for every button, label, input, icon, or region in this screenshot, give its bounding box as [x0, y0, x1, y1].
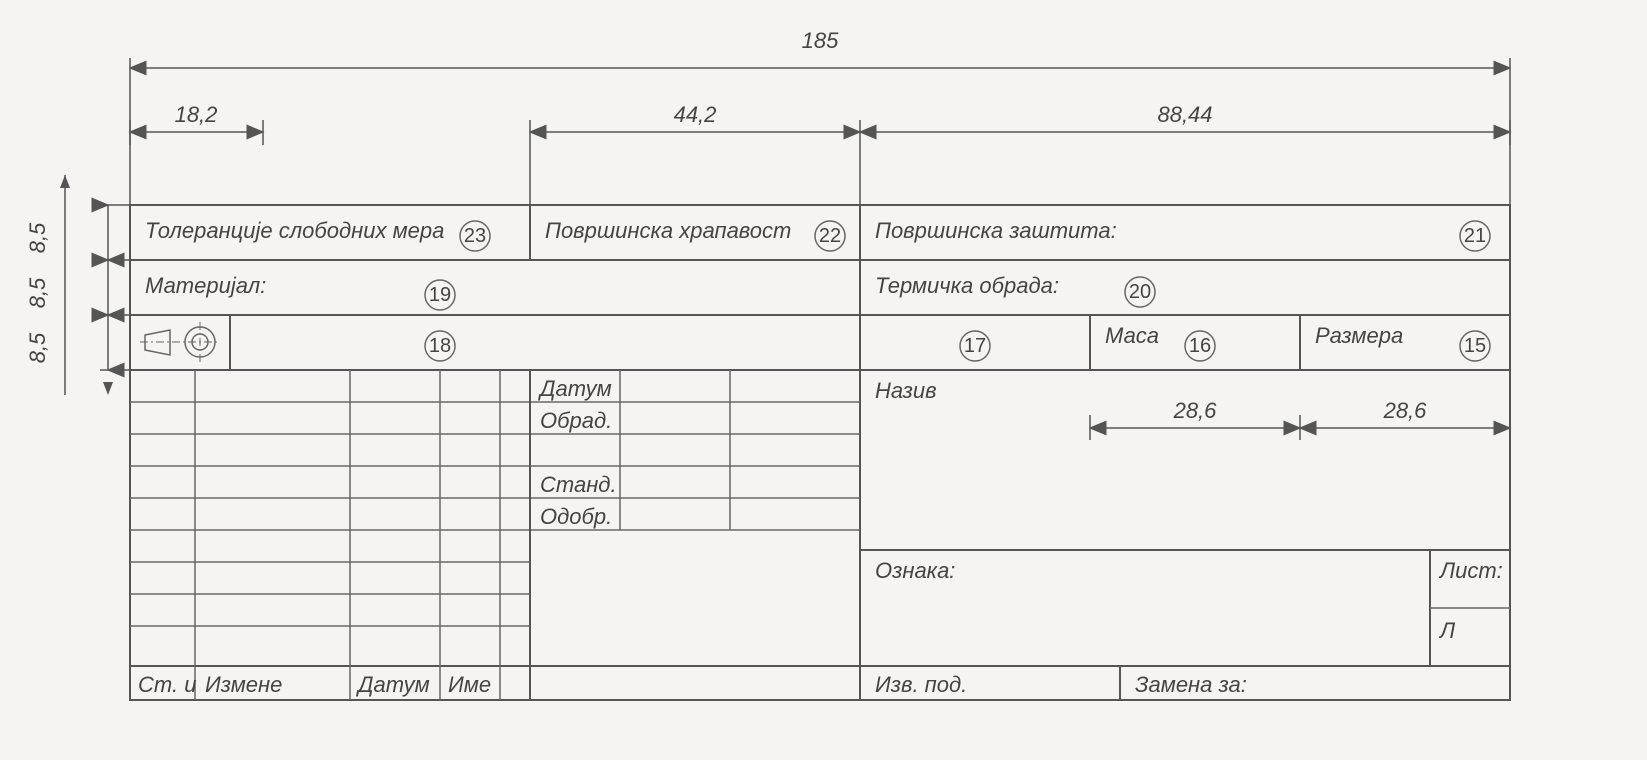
- cell-protection: Површинска заштита:: [875, 218, 1117, 243]
- svg-text:17: 17: [964, 335, 986, 357]
- cell-material: Материјал:: [145, 273, 266, 298]
- ref-19: 19: [425, 280, 455, 310]
- projection-symbol-icon: [140, 322, 220, 362]
- cell-tolerance: Толеранције слободних мера: [145, 218, 444, 243]
- cell-ime: Име: [448, 672, 491, 697]
- dim-col1-label: 18,2: [175, 102, 218, 127]
- dim-row3: 8,5: [25, 332, 50, 363]
- cell-mass: Маса: [1105, 323, 1159, 348]
- dim-sub1-label: 28,6: [1173, 398, 1218, 423]
- diagram-svg: 185 18,2 44,2 88,44 8,5 8,5 8,5 Толеранц…: [20, 20, 1620, 740]
- dim-col3-label: 88,44: [1157, 102, 1212, 127]
- cell-l: Л: [1438, 618, 1456, 643]
- dim-row2: 8,5: [25, 277, 50, 308]
- svg-text:16: 16: [1189, 335, 1211, 357]
- cell-name: Назив: [875, 378, 937, 403]
- cell-scale: Размера: [1315, 323, 1403, 348]
- svg-text:15: 15: [1464, 335, 1486, 357]
- ref-16: 16: [1185, 331, 1215, 361]
- dim-col2-label: 44,2: [674, 102, 717, 127]
- cell-replace: Замена за:: [1135, 672, 1247, 697]
- cell-changes: Измене: [205, 672, 282, 697]
- cell-source: Изв. под.: [875, 672, 967, 697]
- cell-approve: Одобр.: [540, 504, 612, 529]
- ref-15: 15: [1460, 331, 1490, 361]
- svg-text:22: 22: [819, 225, 841, 247]
- cell-date: Датум: [537, 376, 612, 401]
- svg-text:18: 18: [429, 335, 451, 357]
- ref-22: 22: [815, 221, 845, 251]
- cell-mark: Ознака:: [875, 558, 955, 583]
- dim-overall-label: 185: [802, 28, 839, 53]
- title-block-diagram: 185 18,2 44,2 88,44 8,5 8,5 8,5 Толеранц…: [20, 20, 1620, 740]
- dim-sub2-label: 28,6: [1383, 398, 1428, 423]
- cell-thermal: Термичка обрада:: [875, 273, 1059, 298]
- svg-text:21: 21: [1464, 225, 1486, 247]
- svg-text:23: 23: [464, 225, 486, 247]
- ref-20: 20: [1125, 277, 1155, 307]
- ref-18: 18: [425, 331, 455, 361]
- cell-sheet: Лист:: [1438, 558, 1503, 583]
- cell-standard: Станд.: [540, 472, 617, 497]
- svg-text:20: 20: [1129, 281, 1151, 303]
- ref-17: 17: [960, 331, 990, 361]
- cell-roughness: Површинска храпавост: [545, 218, 791, 243]
- cell-sti: Ст. и: [138, 672, 196, 697]
- ref-21: 21: [1460, 221, 1490, 251]
- ref-23: 23: [460, 221, 490, 251]
- cell-datum: Датум: [355, 672, 430, 697]
- cell-process: Обрад.: [540, 408, 612, 433]
- svg-text:19: 19: [429, 284, 451, 306]
- dim-row1: 8,5: [25, 222, 50, 253]
